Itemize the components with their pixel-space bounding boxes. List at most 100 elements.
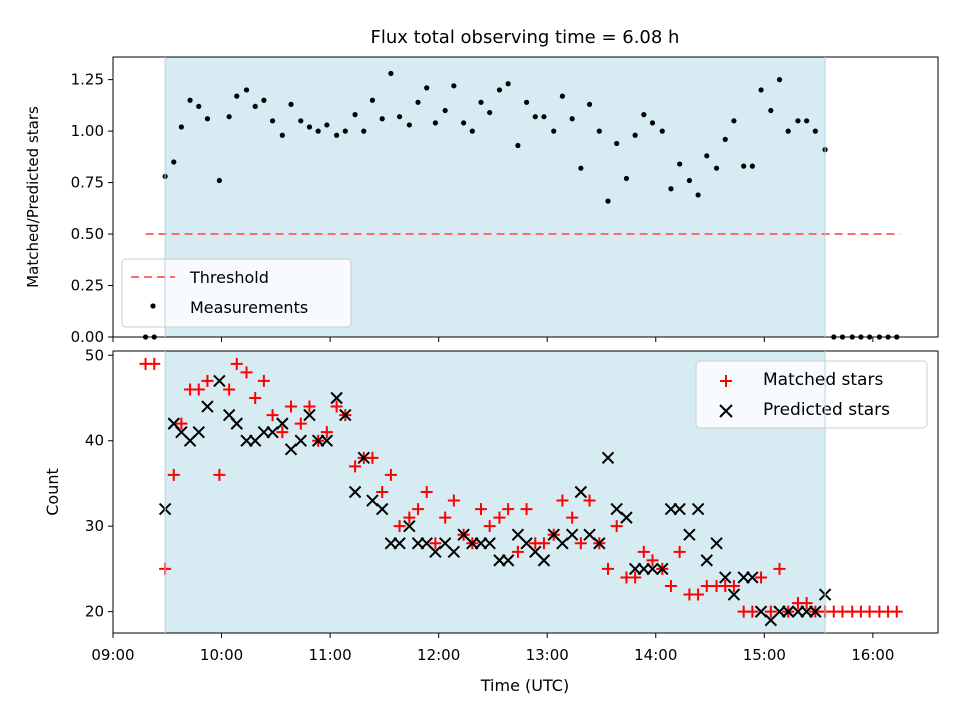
matched-star-marker [483, 520, 496, 533]
matched-star-marker [148, 357, 161, 370]
measurement-point [269, 118, 276, 124]
top-legend-box [121, 258, 352, 328]
measurement-point [515, 142, 521, 149]
measurement-point [288, 101, 294, 107]
measurement-point [379, 116, 385, 122]
measurement-point [226, 114, 232, 120]
x-tick-label: 14:00 [634, 646, 677, 664]
chart-title: Flux total observing time = 6.08 h [371, 27, 680, 48]
matched-star-marker [629, 571, 642, 584]
matched-legend-label: Matched stars [763, 370, 883, 390]
matched-star-marker [447, 494, 460, 507]
bottom-panel: 20 30 40 50 09:00 10:00 11:00 12:00 13:00 14:00 15… [43, 346, 939, 695]
matched-star-marker [890, 605, 903, 618]
predicted-star-marker [646, 562, 659, 576]
predicted-star-marker [376, 502, 389, 516]
matched-star-marker [303, 400, 316, 413]
measurement-point [686, 177, 693, 184]
predicted-star-markers [158, 374, 832, 627]
bottom-y-tick-label: 50 [85, 346, 104, 364]
matched-star-marker [773, 562, 786, 575]
measurement-point [361, 128, 367, 134]
top-y-tick-label: 0.25 [71, 277, 104, 295]
measurement-point [187, 97, 193, 103]
top-y-tick-label: 1.00 [71, 122, 104, 140]
predicted-star-marker [727, 588, 741, 601]
measurement-point [804, 118, 810, 124]
matched-star-marker [664, 580, 677, 592]
measurement-point [768, 107, 774, 114]
measurement-point [704, 153, 710, 159]
predicted-star-marker [656, 562, 669, 576]
x-tick-label: 13:00 [526, 646, 569, 664]
matched-star-marker [755, 571, 768, 584]
predicted-star-marker [320, 434, 334, 447]
measurement-point [586, 101, 593, 107]
matched-star-marker [556, 494, 569, 507]
predicted-star-marker [501, 554, 515, 567]
matched-star-marker [420, 486, 433, 498]
measurement-point [496, 87, 503, 93]
matched-star-marker [349, 460, 362, 473]
measurement-point [451, 83, 457, 89]
matched-star-marker [320, 426, 333, 439]
predicted-star-marker [230, 417, 243, 430]
measurement-point [442, 107, 448, 114]
bottom-legend-box [695, 360, 928, 429]
measurement-point [731, 118, 737, 124]
measurement-point [749, 163, 755, 169]
top-y-tick-label: 0.75 [71, 174, 104, 192]
matched-star-marker [566, 511, 579, 524]
measurement-point [532, 114, 538, 120]
measurement-point [216, 177, 222, 184]
measurement-point [388, 70, 394, 77]
measurement-point [677, 161, 683, 167]
bottom-legend: Matched stars Predicted stars [695, 360, 928, 429]
measurement-point [758, 87, 764, 93]
measurement-point [722, 136, 728, 142]
x-tick-label: 10:00 [200, 646, 243, 664]
bottom-y-tick-label: 20 [85, 603, 104, 621]
measurement-point [171, 159, 177, 165]
matched-star-marker [764, 605, 777, 618]
predicted-star-marker [700, 554, 713, 567]
matched-star-marker [502, 503, 515, 516]
matched-star-marker [294, 417, 307, 430]
measurement-point [204, 116, 211, 122]
matched-star-marker [637, 545, 650, 558]
predicted-star-marker [574, 485, 588, 499]
bottom-y-tick-label: 40 [85, 432, 104, 450]
matched-star-marker [610, 520, 623, 533]
x-tick-label: 12:00 [417, 646, 460, 664]
top-panel: 0.00 0.25 0.50 0.75 1.00 1.25 Flux total obse… [24, 27, 939, 346]
x-tick-label: 16:00 [851, 646, 894, 664]
matched-star-marker [213, 468, 226, 481]
measurement-point [741, 163, 747, 169]
matched-star-marker [330, 400, 343, 413]
matched-star-marker [727, 580, 740, 592]
matched-star-marker [266, 409, 279, 422]
matched-star-marker [249, 392, 262, 404]
measurement-point [406, 122, 412, 128]
predicted-star-marker [620, 511, 633, 524]
predicted-star-marker [201, 400, 214, 413]
measurement-point [178, 124, 184, 130]
measurement-point [352, 112, 358, 118]
predicted-star-marker [348, 485, 362, 499]
matched-star-marker [257, 374, 270, 387]
matched-star-marker [175, 417, 188, 430]
top-y-tick-label: 0.00 [71, 328, 104, 346]
predicted-star-marker [781, 605, 795, 618]
predicted-star-marker [294, 434, 308, 447]
predicted-star-marker [809, 605, 822, 618]
predicted-star-marker [691, 502, 705, 516]
top-ticks: 0.00 0.25 0.50 0.75 1.00 1.25 [71, 71, 874, 346]
measurement-point [795, 118, 801, 124]
predicted-star-marker [746, 571, 759, 584]
matched-star-marker [537, 537, 550, 550]
predicted-star-marker [447, 545, 461, 559]
matched-star-marker [692, 588, 705, 601]
bottom-y-tick-label: 30 [85, 517, 104, 535]
bottom-axes-frame [112, 350, 939, 634]
measurement-point [432, 120, 439, 126]
